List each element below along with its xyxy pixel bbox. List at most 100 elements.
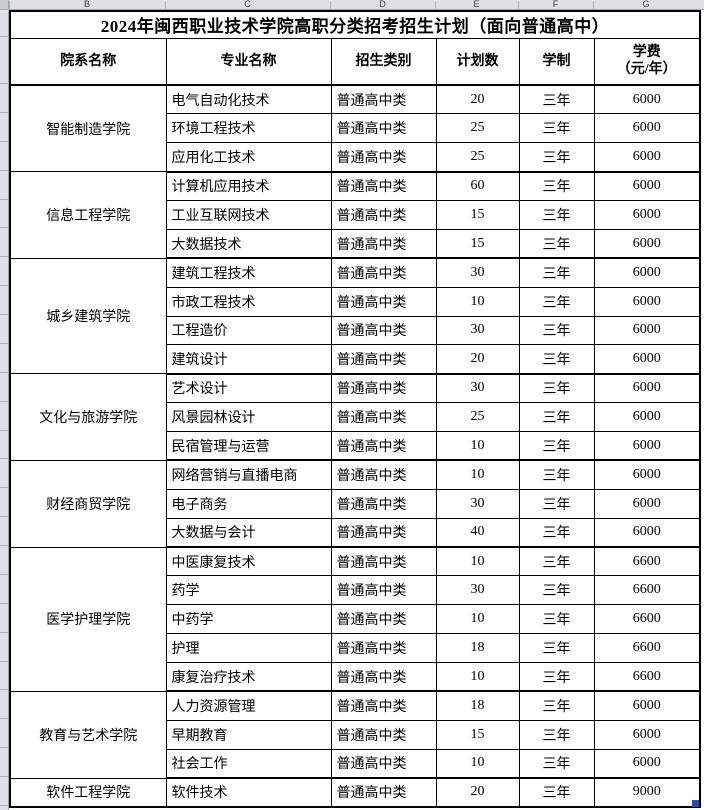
cell-duration[interactable]: 三年 bbox=[518, 431, 595, 462]
cell-duration[interactable]: 三年 bbox=[518, 459, 595, 490]
cell-plan[interactable]: 10 bbox=[435, 431, 520, 462]
header-major[interactable]: 专业名称 bbox=[165, 37, 332, 86]
cell-major[interactable]: 民宿管理与运营 bbox=[165, 431, 332, 462]
cell-tuition[interactable]: 6600 bbox=[593, 662, 701, 693]
header-category[interactable]: 招生类别 bbox=[330, 37, 437, 86]
row-header-cell[interactable] bbox=[0, 431, 8, 460]
cell-plan[interactable]: 30 bbox=[435, 257, 520, 288]
cell-category[interactable]: 普通高中类 bbox=[330, 142, 437, 173]
column-header-strip[interactable]: B C D E F G bbox=[0, 0, 704, 10]
cell-plan[interactable]: 15 bbox=[435, 228, 520, 260]
cell-college[interactable]: 医学护理学院 bbox=[9, 546, 167, 692]
cell-tuition[interactable]: 6000 bbox=[593, 748, 701, 779]
cell-plan[interactable]: 18 bbox=[435, 690, 520, 721]
row-header-cell[interactable] bbox=[0, 662, 8, 691]
cell-duration[interactable]: 三年 bbox=[518, 286, 595, 317]
cell-tuition[interactable]: 6000 bbox=[593, 257, 701, 288]
row-header-cell[interactable] bbox=[0, 488, 8, 518]
cell-plan[interactable]: 40 bbox=[435, 517, 520, 548]
cell-major[interactable]: 人力资源管理 bbox=[165, 690, 332, 721]
cell-duration[interactable]: 三年 bbox=[518, 142, 595, 173]
row-header-cell[interactable] bbox=[0, 517, 8, 546]
row-header-cell[interactable] bbox=[0, 402, 8, 431]
cell-duration[interactable]: 三年 bbox=[518, 662, 595, 693]
cell-plan[interactable]: 30 bbox=[435, 315, 520, 346]
row-header-cell[interactable] bbox=[0, 171, 8, 200]
cell-major[interactable]: 软件技术 bbox=[165, 777, 332, 808]
cell-college[interactable]: 信息工程学院 bbox=[9, 171, 167, 259]
cell-major[interactable]: 早期教育 bbox=[165, 719, 332, 750]
cell-duration[interactable]: 三年 bbox=[518, 402, 595, 432]
cell-tuition[interactable]: 6000 bbox=[593, 315, 701, 346]
cell-tuition[interactable]: 6000 bbox=[593, 171, 701, 201]
cell-category[interactable]: 普通高中类 bbox=[330, 459, 437, 490]
row-header-cell[interactable] bbox=[0, 604, 8, 633]
cell-tuition[interactable]: 6000 bbox=[593, 200, 701, 230]
cell-major[interactable]: 护理 bbox=[165, 633, 332, 663]
cell-duration[interactable]: 三年 bbox=[518, 748, 595, 779]
cell-plan[interactable]: 10 bbox=[435, 748, 520, 779]
cell-category[interactable]: 普通高中类 bbox=[330, 113, 437, 144]
cell-category[interactable]: 普通高中类 bbox=[330, 575, 437, 606]
cell-plan[interactable]: 25 bbox=[435, 113, 520, 144]
cell-category[interactable]: 普通高中类 bbox=[330, 200, 437, 230]
cell-major[interactable]: 康复治疗技术 bbox=[165, 662, 332, 693]
cell-duration[interactable]: 三年 bbox=[518, 633, 595, 663]
cell-duration[interactable]: 三年 bbox=[518, 719, 595, 750]
cell-major[interactable]: 电子商务 bbox=[165, 488, 332, 519]
cell-category[interactable]: 普通高中类 bbox=[330, 662, 437, 693]
row-header-cell[interactable] bbox=[0, 748, 8, 777]
cell-major[interactable]: 社会工作 bbox=[165, 748, 332, 779]
cell-category[interactable]: 普通高中类 bbox=[330, 373, 437, 404]
cell-college[interactable]: 财经商贸学院 bbox=[9, 459, 167, 548]
cell-plan[interactable]: 30 bbox=[435, 373, 520, 404]
cell-category[interactable]: 普通高中类 bbox=[330, 315, 437, 346]
column-letter-G[interactable]: G bbox=[642, 0, 650, 9]
row-header-cell[interactable] bbox=[0, 719, 8, 749]
cell-category[interactable]: 普通高中类 bbox=[330, 748, 437, 779]
cell-tuition[interactable]: 6000 bbox=[593, 719, 701, 750]
cell-tuition[interactable]: 6000 bbox=[593, 459, 701, 490]
cell-category[interactable]: 普通高中类 bbox=[330, 546, 437, 577]
row-header-cell[interactable] bbox=[0, 200, 8, 229]
header-duration[interactable]: 学制 bbox=[518, 37, 595, 86]
cell-duration[interactable]: 三年 bbox=[518, 604, 595, 635]
cell-tuition[interactable]: 6600 bbox=[593, 604, 701, 635]
cell-tuition[interactable]: 6000 bbox=[593, 373, 701, 404]
cell-duration[interactable]: 三年 bbox=[518, 488, 595, 519]
cell-plan[interactable]: 15 bbox=[435, 719, 520, 750]
row-header-cell[interactable] bbox=[0, 546, 8, 575]
cell-plan[interactable]: 20 bbox=[435, 777, 520, 808]
cell-category[interactable]: 普通高中类 bbox=[330, 257, 437, 288]
cell-tuition[interactable]: 6000 bbox=[593, 344, 701, 375]
cell-duration[interactable]: 三年 bbox=[518, 171, 595, 201]
column-letter-F[interactable]: F bbox=[552, 0, 559, 9]
row-header-cell[interactable] bbox=[0, 373, 8, 402]
cell-duration[interactable]: 三年 bbox=[518, 200, 595, 230]
cell-category[interactable]: 普通高中类 bbox=[330, 344, 437, 375]
cell-plan[interactable]: 10 bbox=[435, 546, 520, 577]
row-header-cell[interactable] bbox=[0, 286, 8, 315]
row-header-cell[interactable] bbox=[0, 84, 8, 113]
header-college[interactable]: 院系名称 bbox=[9, 37, 167, 86]
row-header-cell[interactable] bbox=[0, 633, 8, 662]
row-header-cell[interactable] bbox=[0, 690, 8, 720]
cell-tuition[interactable]: 6600 bbox=[593, 633, 701, 663]
row-header-cell[interactable] bbox=[0, 344, 8, 373]
cell-category[interactable]: 普通高中类 bbox=[330, 604, 437, 635]
cell-category[interactable]: 普通高中类 bbox=[330, 719, 437, 750]
row-header-cell[interactable] bbox=[0, 37, 8, 84]
cell-category[interactable]: 普通高中类 bbox=[330, 633, 437, 663]
cell-duration[interactable]: 三年 bbox=[518, 315, 595, 346]
cell-tuition[interactable]: 6000 bbox=[593, 142, 701, 173]
cell-duration[interactable]: 三年 bbox=[518, 373, 595, 404]
cell-tuition[interactable]: 6000 bbox=[593, 690, 701, 721]
cell-major[interactable]: 工程造价 bbox=[165, 315, 332, 346]
cell-duration[interactable]: 三年 bbox=[518, 777, 595, 808]
table-title[interactable]: 2024年闽西职业技术学院高职分类招考招生计划（面向普通高中） bbox=[9, 10, 701, 39]
column-letter-E[interactable]: E bbox=[473, 0, 480, 9]
cell-plan[interactable]: 25 bbox=[435, 142, 520, 173]
cell-plan[interactable]: 30 bbox=[435, 575, 520, 606]
row-header-cell[interactable] bbox=[0, 10, 8, 37]
cell-duration[interactable]: 三年 bbox=[518, 344, 595, 375]
